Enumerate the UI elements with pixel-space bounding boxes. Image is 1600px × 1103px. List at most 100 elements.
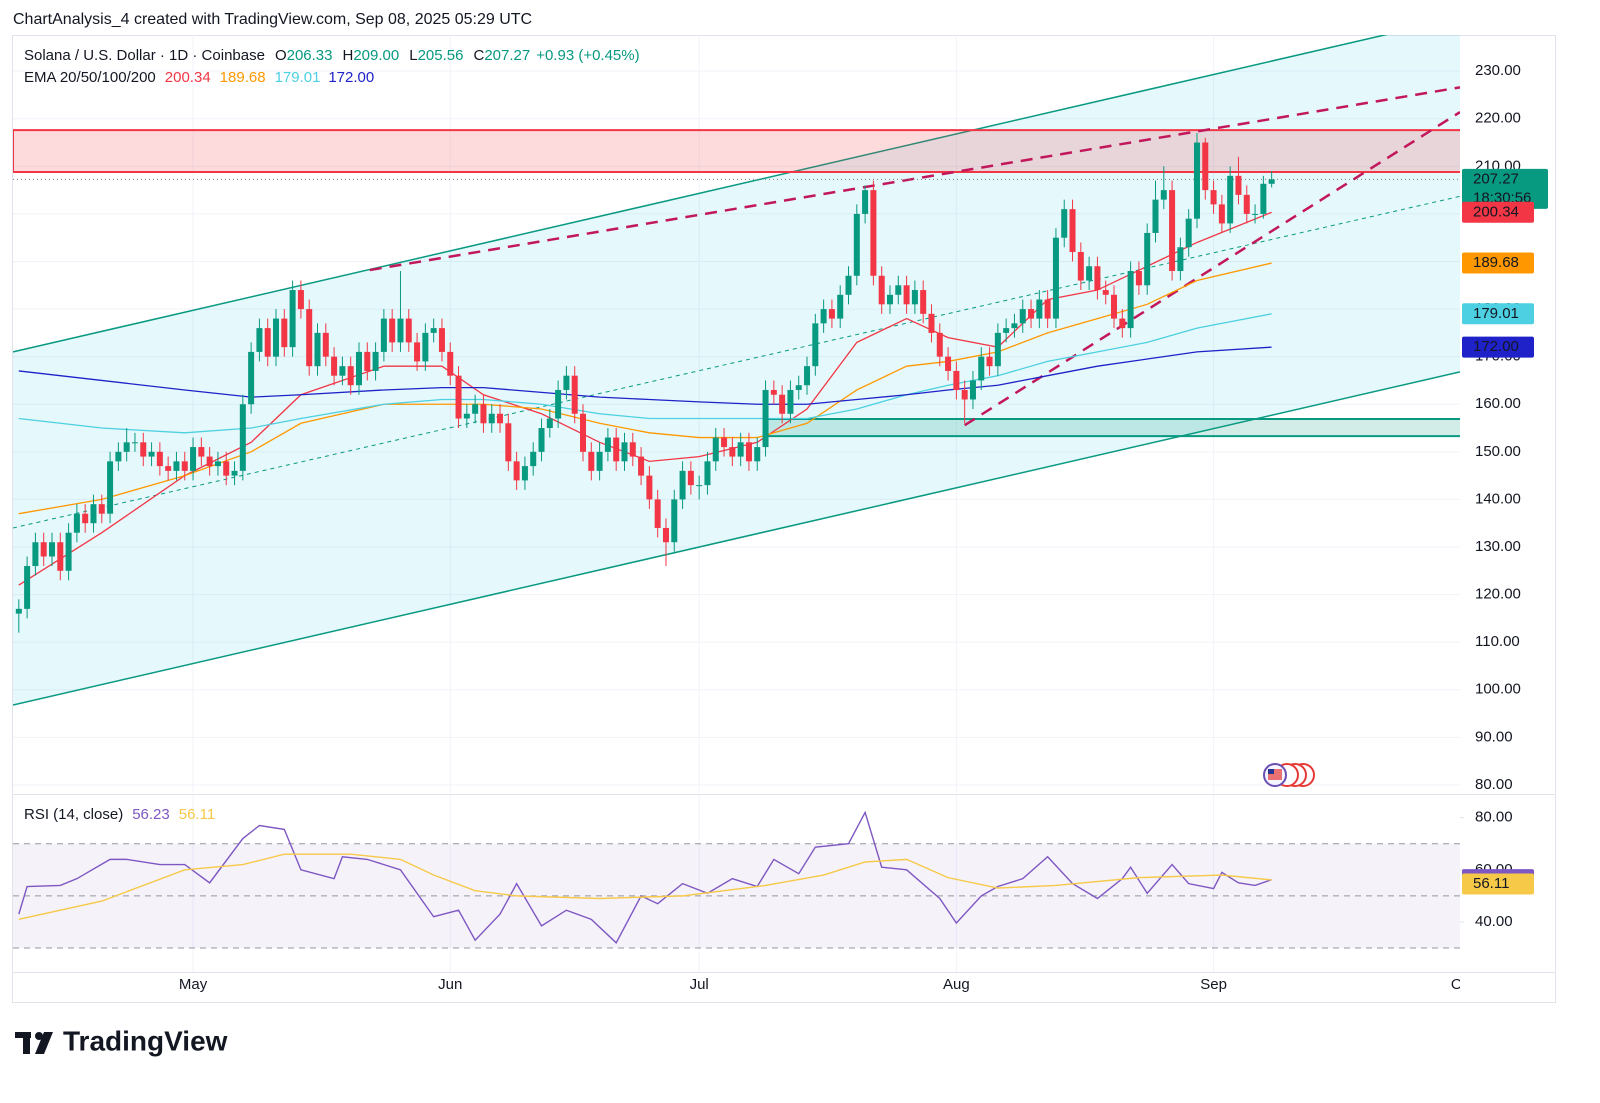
- channel-line: [13, 371, 1460, 706]
- candle-body: [397, 318, 404, 343]
- candle-body: [903, 285, 910, 305]
- price-badge: [1462, 201, 1534, 223]
- channel-fill: [13, 35, 1460, 705]
- price-badge-label: 179.01: [1473, 305, 1519, 322]
- candle-body: [1036, 299, 1043, 319]
- candle-body: [629, 442, 636, 457]
- legend-item: 189.68: [220, 69, 266, 86]
- candle-body: [314, 332, 321, 367]
- trendline: [369, 86, 1460, 272]
- candle-body: [712, 437, 719, 462]
- candle-body: [472, 404, 479, 414]
- candle-body: [107, 461, 114, 514]
- candle-body: [621, 442, 628, 462]
- candle-body: [596, 451, 603, 471]
- candle-body: [1227, 175, 1234, 224]
- candle-body: [289, 290, 296, 348]
- candle-body: [870, 190, 877, 276]
- candle-body: [98, 504, 105, 514]
- candle-body: [214, 461, 221, 467]
- price-badge-label: 200.34: [1473, 203, 1519, 220]
- candle-body: [1019, 309, 1026, 324]
- candle-body: [447, 351, 454, 376]
- candle-body: [555, 389, 562, 419]
- candle-body: [198, 447, 205, 457]
- x-tick-label: Aug: [943, 976, 970, 993]
- brand-logo: TradingView: [15, 1025, 228, 1056]
- price-badge: [1462, 336, 1534, 358]
- candle-body: [571, 375, 578, 414]
- candle-body: [380, 318, 387, 352]
- logo-shape: [35, 1032, 53, 1054]
- candle-body: [1243, 194, 1250, 214]
- candle-body: [1135, 271, 1142, 286]
- candle-body: [787, 389, 794, 414]
- candle-body: [414, 342, 421, 362]
- candle-body: [828, 309, 835, 319]
- attribution: ChartAnalysis_4 created with TradingView…: [13, 11, 532, 28]
- logo-shape: [23, 1032, 30, 1054]
- candle-body: [488, 413, 495, 424]
- candle-body: [1069, 209, 1076, 252]
- candle-body: [969, 380, 976, 400]
- candle-body: [73, 513, 80, 533]
- brand-name: TradingView: [63, 1025, 228, 1056]
- y-tick-label: 160.00: [1475, 395, 1521, 412]
- rsi-line: [18, 810, 1272, 944]
- candle-body: [231, 470, 238, 476]
- y-tick-label: 40.00: [1475, 913, 1513, 930]
- candle-body: [1252, 213, 1259, 215]
- candle-body: [745, 442, 752, 462]
- candle-body: [936, 332, 943, 357]
- candle-body: [986, 356, 993, 367]
- candle-body: [613, 437, 620, 462]
- candle-body: [239, 404, 246, 471]
- candle-body: [422, 332, 429, 362]
- y-tick-label: 80.00: [1475, 776, 1513, 793]
- candle-body: [505, 423, 512, 462]
- candle-body: [1185, 218, 1192, 248]
- legend-item: 179.01: [275, 69, 321, 86]
- candle-body: [306, 309, 313, 367]
- candle-body: [737, 442, 744, 457]
- candle-body: [389, 318, 396, 343]
- candle-body: [1119, 318, 1126, 329]
- candle-body: [148, 451, 155, 457]
- legend-item: 206.33: [287, 47, 333, 64]
- candle-body: [580, 413, 587, 452]
- candle-body: [687, 470, 694, 486]
- price-badge-label: 207.27: [1473, 170, 1519, 187]
- candle-body: [347, 366, 354, 386]
- x-tick-label: Oct: [1451, 976, 1475, 993]
- candle-body: [994, 332, 1001, 367]
- candle-body: [820, 309, 827, 324]
- candle-body: [1144, 232, 1151, 286]
- y-tick-label: 100.00: [1475, 681, 1521, 698]
- legend-row: EMA 20/50/100/200 200.34 189.68 179.01 172.0…: [24, 69, 374, 86]
- candle-body: [812, 323, 819, 367]
- legend-item: 200.34: [165, 69, 211, 86]
- candle-body: [837, 294, 844, 319]
- legend-item: RSI (14, close): [24, 806, 123, 823]
- candle-body: [156, 451, 163, 467]
- candle-body: [281, 318, 288, 348]
- candle-body: [721, 437, 728, 448]
- legend-item: 172.00: [328, 69, 374, 86]
- rsi-line: [18, 853, 1272, 921]
- candle-body: [1061, 209, 1068, 238]
- candle-body: [911, 290, 918, 305]
- candle-body: [1052, 237, 1059, 319]
- legend-row: RSI (14, close) 56.23 56.11: [24, 806, 215, 823]
- candle-body: [273, 318, 280, 357]
- candle-body: [1160, 190, 1167, 200]
- candle-body: [804, 366, 811, 386]
- legend-item: C: [473, 47, 484, 64]
- y-tick-label: 230.00: [1475, 62, 1521, 79]
- candle-body: [662, 527, 669, 543]
- candle-body: [961, 389, 968, 400]
- legend-item: H: [343, 47, 354, 64]
- candle-body: [1094, 266, 1101, 291]
- candle-body: [264, 328, 271, 357]
- candle-body: [65, 532, 72, 571]
